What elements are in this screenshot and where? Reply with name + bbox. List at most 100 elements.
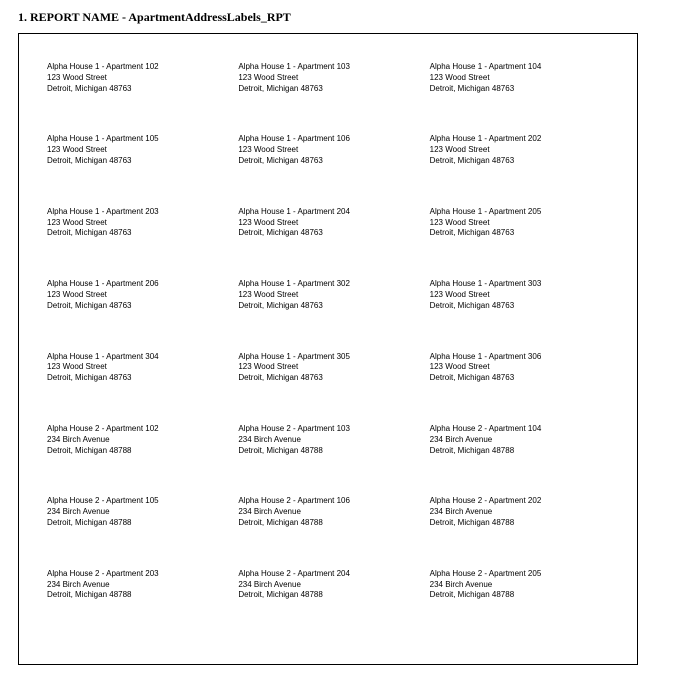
heading-text: REPORT NAME - ApartmentAddressLabels_RPT bbox=[30, 10, 291, 24]
address-label: Alpha House 2 - Apartment 103234 Birch A… bbox=[238, 424, 417, 456]
label-line2: 123 Wood Street bbox=[238, 73, 417, 84]
label-line3: Detroit, Michigan 48788 bbox=[47, 590, 226, 601]
label-line3: Detroit, Michigan 48763 bbox=[238, 228, 417, 239]
address-label: Alpha House 2 - Apartment 202234 Birch A… bbox=[430, 496, 609, 528]
label-line2: 123 Wood Street bbox=[47, 218, 226, 229]
label-line1: Alpha House 1 - Apartment 303 bbox=[430, 279, 609, 290]
label-line2: 123 Wood Street bbox=[238, 145, 417, 156]
address-label: Alpha House 1 - Apartment 306123 Wood St… bbox=[430, 352, 609, 384]
label-line2: 234 Birch Avenue bbox=[238, 435, 417, 446]
label-line2: 234 Birch Avenue bbox=[238, 507, 417, 518]
label-line1: Alpha House 2 - Apartment 102 bbox=[47, 424, 226, 435]
report-heading: 1. REPORT NAME - ApartmentAddressLabels_… bbox=[18, 10, 659, 25]
label-line2: 123 Wood Street bbox=[47, 73, 226, 84]
label-line1: Alpha House 2 - Apartment 204 bbox=[238, 569, 417, 580]
label-line2: 123 Wood Street bbox=[430, 73, 609, 84]
address-label: Alpha House 1 - Apartment 302123 Wood St… bbox=[238, 279, 417, 311]
label-line1: Alpha House 2 - Apartment 105 bbox=[47, 496, 226, 507]
address-label: Alpha House 1 - Apartment 105123 Wood St… bbox=[47, 134, 226, 166]
label-line2: 123 Wood Street bbox=[238, 362, 417, 373]
label-line3: Detroit, Michigan 48763 bbox=[430, 84, 609, 95]
label-line1: Alpha House 2 - Apartment 103 bbox=[238, 424, 417, 435]
label-line1: Alpha House 1 - Apartment 202 bbox=[430, 134, 609, 145]
label-line2: 123 Wood Street bbox=[47, 145, 226, 156]
label-line2: 123 Wood Street bbox=[430, 290, 609, 301]
label-line1: Alpha House 1 - Apartment 106 bbox=[238, 134, 417, 145]
label-line1: Alpha House 2 - Apartment 202 bbox=[430, 496, 609, 507]
label-line3: Detroit, Michigan 48788 bbox=[430, 518, 609, 529]
address-label: Alpha House 2 - Apartment 204234 Birch A… bbox=[238, 569, 417, 601]
address-label: Alpha House 2 - Apartment 102234 Birch A… bbox=[47, 424, 226, 456]
label-line2: 123 Wood Street bbox=[238, 290, 417, 301]
label-line2: 123 Wood Street bbox=[238, 218, 417, 229]
label-line2: 234 Birch Avenue bbox=[430, 435, 609, 446]
label-line3: Detroit, Michigan 48763 bbox=[47, 156, 226, 167]
label-line3: Detroit, Michigan 48763 bbox=[430, 301, 609, 312]
label-line1: Alpha House 2 - Apartment 104 bbox=[430, 424, 609, 435]
address-label: Alpha House 2 - Apartment 205234 Birch A… bbox=[430, 569, 609, 601]
label-line2: 234 Birch Avenue bbox=[238, 580, 417, 591]
label-line2: 234 Birch Avenue bbox=[47, 435, 226, 446]
address-label: Alpha House 2 - Apartment 203234 Birch A… bbox=[47, 569, 226, 601]
label-line3: Detroit, Michigan 48788 bbox=[47, 518, 226, 529]
label-line2: 234 Birch Avenue bbox=[430, 580, 609, 591]
label-line1: Alpha House 1 - Apartment 103 bbox=[238, 62, 417, 73]
address-label: Alpha House 1 - Apartment 202123 Wood St… bbox=[430, 134, 609, 166]
label-line1: Alpha House 1 - Apartment 306 bbox=[430, 352, 609, 363]
label-line3: Detroit, Michigan 48763 bbox=[238, 84, 417, 95]
label-line3: Detroit, Michigan 48788 bbox=[430, 446, 609, 457]
address-label: Alpha House 1 - Apartment 106123 Wood St… bbox=[238, 134, 417, 166]
label-line1: Alpha House 1 - Apartment 204 bbox=[238, 207, 417, 218]
label-line1: Alpha House 2 - Apartment 106 bbox=[238, 496, 417, 507]
address-label: Alpha House 1 - Apartment 304123 Wood St… bbox=[47, 352, 226, 384]
report-page-frame: Alpha House 1 - Apartment 102123 Wood St… bbox=[18, 33, 638, 665]
label-line2: 123 Wood Street bbox=[47, 362, 226, 373]
address-label: Alpha House 1 - Apartment 204123 Wood St… bbox=[238, 207, 417, 239]
label-line2: 234 Birch Avenue bbox=[47, 507, 226, 518]
label-line3: Detroit, Michigan 48763 bbox=[47, 228, 226, 239]
label-line1: Alpha House 1 - Apartment 203 bbox=[47, 207, 226, 218]
label-line1: Alpha House 2 - Apartment 203 bbox=[47, 569, 226, 580]
address-label: Alpha House 1 - Apartment 203123 Wood St… bbox=[47, 207, 226, 239]
label-line3: Detroit, Michigan 48788 bbox=[430, 590, 609, 601]
label-line2: 123 Wood Street bbox=[47, 290, 226, 301]
address-label: Alpha House 1 - Apartment 206123 Wood St… bbox=[47, 279, 226, 311]
label-line3: Detroit, Michigan 48763 bbox=[430, 373, 609, 384]
label-line3: Detroit, Michigan 48763 bbox=[47, 84, 226, 95]
label-line1: Alpha House 1 - Apartment 206 bbox=[47, 279, 226, 290]
label-line3: Detroit, Michigan 48788 bbox=[238, 518, 417, 529]
label-line3: Detroit, Michigan 48788 bbox=[238, 590, 417, 601]
heading-number: 1. bbox=[18, 10, 27, 24]
label-line3: Detroit, Michigan 48763 bbox=[238, 156, 417, 167]
address-label: Alpha House 1 - Apartment 205123 Wood St… bbox=[430, 207, 609, 239]
label-line1: Alpha House 1 - Apartment 302 bbox=[238, 279, 417, 290]
label-line1: Alpha House 1 - Apartment 104 bbox=[430, 62, 609, 73]
label-line3: Detroit, Michigan 48763 bbox=[430, 156, 609, 167]
label-line1: Alpha House 1 - Apartment 304 bbox=[47, 352, 226, 363]
label-line3: Detroit, Michigan 48763 bbox=[47, 373, 226, 384]
label-line2: 234 Birch Avenue bbox=[430, 507, 609, 518]
address-label: Alpha House 1 - Apartment 305123 Wood St… bbox=[238, 352, 417, 384]
label-line3: Detroit, Michigan 48788 bbox=[238, 446, 417, 457]
label-line1: Alpha House 2 - Apartment 205 bbox=[430, 569, 609, 580]
label-line2: 123 Wood Street bbox=[430, 218, 609, 229]
label-line3: Detroit, Michigan 48763 bbox=[430, 228, 609, 239]
address-label: Alpha House 1 - Apartment 303123 Wood St… bbox=[430, 279, 609, 311]
address-label: Alpha House 2 - Apartment 106234 Birch A… bbox=[238, 496, 417, 528]
address-label: Alpha House 1 - Apartment 104123 Wood St… bbox=[430, 62, 609, 94]
address-label: Alpha House 1 - Apartment 102123 Wood St… bbox=[47, 62, 226, 94]
label-line3: Detroit, Michigan 48763 bbox=[238, 301, 417, 312]
label-line1: Alpha House 1 - Apartment 102 bbox=[47, 62, 226, 73]
label-grid: Alpha House 1 - Apartment 102123 Wood St… bbox=[47, 62, 609, 601]
label-line1: Alpha House 1 - Apartment 105 bbox=[47, 134, 226, 145]
label-line2: 123 Wood Street bbox=[430, 362, 609, 373]
label-line3: Detroit, Michigan 48763 bbox=[238, 373, 417, 384]
address-label: Alpha House 1 - Apartment 103123 Wood St… bbox=[238, 62, 417, 94]
label-line2: 234 Birch Avenue bbox=[47, 580, 226, 591]
label-line2: 123 Wood Street bbox=[430, 145, 609, 156]
label-line1: Alpha House 1 - Apartment 305 bbox=[238, 352, 417, 363]
label-line1: Alpha House 1 - Apartment 205 bbox=[430, 207, 609, 218]
label-line3: Detroit, Michigan 48763 bbox=[47, 301, 226, 312]
address-label: Alpha House 2 - Apartment 105234 Birch A… bbox=[47, 496, 226, 528]
label-line3: Detroit, Michigan 48788 bbox=[47, 446, 226, 457]
